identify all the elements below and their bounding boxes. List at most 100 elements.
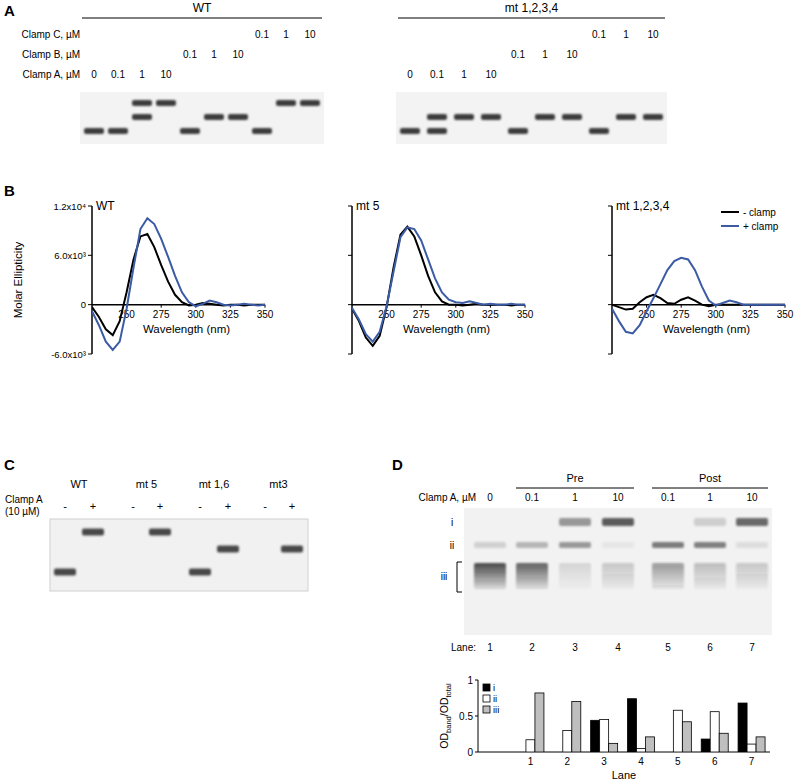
gel-band [652, 563, 684, 589]
sign-label: + [289, 500, 295, 512]
concentration-label: 1 [139, 69, 145, 80]
gel-band [481, 114, 501, 120]
gel-band [589, 128, 609, 134]
bar [628, 699, 637, 752]
gel-band [132, 114, 152, 120]
bar [701, 739, 710, 752]
legend-label: + clamp [743, 221, 779, 232]
group-line [652, 488, 768, 489]
concentration-label: 1 [283, 29, 289, 40]
series-line [612, 258, 785, 334]
bar [637, 748, 646, 752]
x-axis-label: Wavelength (nm) [143, 323, 230, 335]
y-tick-label: 1 [467, 675, 473, 686]
figure: ABCDClamp C, µMClamp B, µMClamp A, µM00.… [0, 0, 796, 784]
y-tick-label: 0 [81, 299, 86, 310]
concentration-label: 10 [304, 29, 316, 40]
y-tick [475, 716, 478, 717]
panel-label: D [392, 456, 403, 473]
gel-band [427, 114, 447, 120]
gel-band [228, 114, 248, 120]
gel-band [516, 563, 548, 589]
x-tick-label: 325 [482, 309, 499, 320]
gel-band [252, 128, 272, 134]
row-label: Clamp B, µM [22, 49, 80, 60]
y-tick [88, 206, 92, 207]
y-tick [348, 255, 352, 256]
bar [609, 743, 618, 752]
chart-title: WT [96, 199, 115, 213]
bar [673, 710, 682, 752]
gel-band [180, 128, 200, 134]
x-tick-label: 350 [517, 309, 534, 320]
gel-band [474, 518, 506, 526]
group-title: Pre [566, 472, 583, 484]
concentration-label: 0.1 [111, 69, 125, 80]
concentration-label: 10 [566, 49, 578, 60]
legend-label: i [493, 682, 495, 693]
gel-band [736, 542, 768, 548]
series-group [352, 227, 525, 346]
legend-label: - clamp [743, 207, 776, 218]
bar [682, 722, 691, 752]
x-tick-label: 275 [153, 309, 170, 320]
row-label: Clamp A, µM [23, 69, 80, 80]
lane-number: 3 [572, 642, 578, 653]
y-tick [348, 354, 352, 355]
x-tick [646, 305, 647, 308]
sign-label: - [131, 500, 135, 512]
concentration-label: 10 [485, 69, 497, 80]
row-label: Clamp A, µM [419, 492, 476, 503]
y-tick [348, 206, 352, 207]
bar [554, 752, 563, 753]
gel-band [276, 100, 296, 106]
row-label: Clamp C, µM [21, 29, 80, 40]
bar [591, 720, 600, 752]
gel-band [736, 563, 768, 589]
y-tick [608, 354, 612, 355]
y-tick [88, 304, 92, 305]
legend-label: ii [493, 693, 497, 704]
band-label: i [451, 517, 453, 528]
legend-swatch [483, 695, 490, 702]
x-tick-label: 2 [565, 756, 571, 767]
sign-label: - [63, 500, 67, 512]
bar [517, 752, 526, 753]
concentration-label: 1 [707, 492, 713, 503]
lane-number: 7 [749, 642, 755, 653]
x-tick-label: 350 [257, 309, 274, 320]
bar [563, 730, 572, 752]
concentration-label: 1 [623, 29, 629, 40]
line-chart: 250275300325350Wavelength (nm)mt 5 [348, 199, 534, 354]
series-line [612, 295, 785, 310]
panel-label: A [4, 2, 15, 19]
y-tick-label: 0.5 [459, 711, 473, 722]
series-group [612, 258, 785, 334]
gel-band [652, 518, 684, 526]
gel-band [132, 100, 152, 106]
gel-band [516, 542, 548, 548]
band-label: iii [441, 571, 448, 582]
sample-title: mt3 [269, 478, 287, 490]
gel-band [204, 114, 224, 120]
y-axis [91, 206, 93, 354]
group-line [516, 488, 634, 489]
group-title: mt 1,2,3,4 [505, 1, 559, 15]
gel-band [108, 128, 128, 134]
bar [600, 720, 609, 752]
gel-band [535, 114, 555, 120]
gel-band [508, 128, 528, 134]
row-label: (10 µM) [5, 506, 40, 517]
x-tick-label: 1 [528, 756, 534, 767]
x-tick-label: 5 [675, 756, 681, 767]
x-tick-label: 7 [749, 756, 755, 767]
y-tick [608, 206, 612, 207]
gel-band [643, 114, 663, 120]
gel-band [454, 114, 474, 120]
y-axis-label-part: /OD [438, 697, 450, 716]
y-tick [88, 255, 92, 256]
bar-chart: 00.511234567LaneODband/ODtotaliiiiii [438, 675, 770, 782]
gel [396, 92, 667, 144]
y-tick [608, 255, 612, 256]
group-title: WT [193, 1, 212, 15]
